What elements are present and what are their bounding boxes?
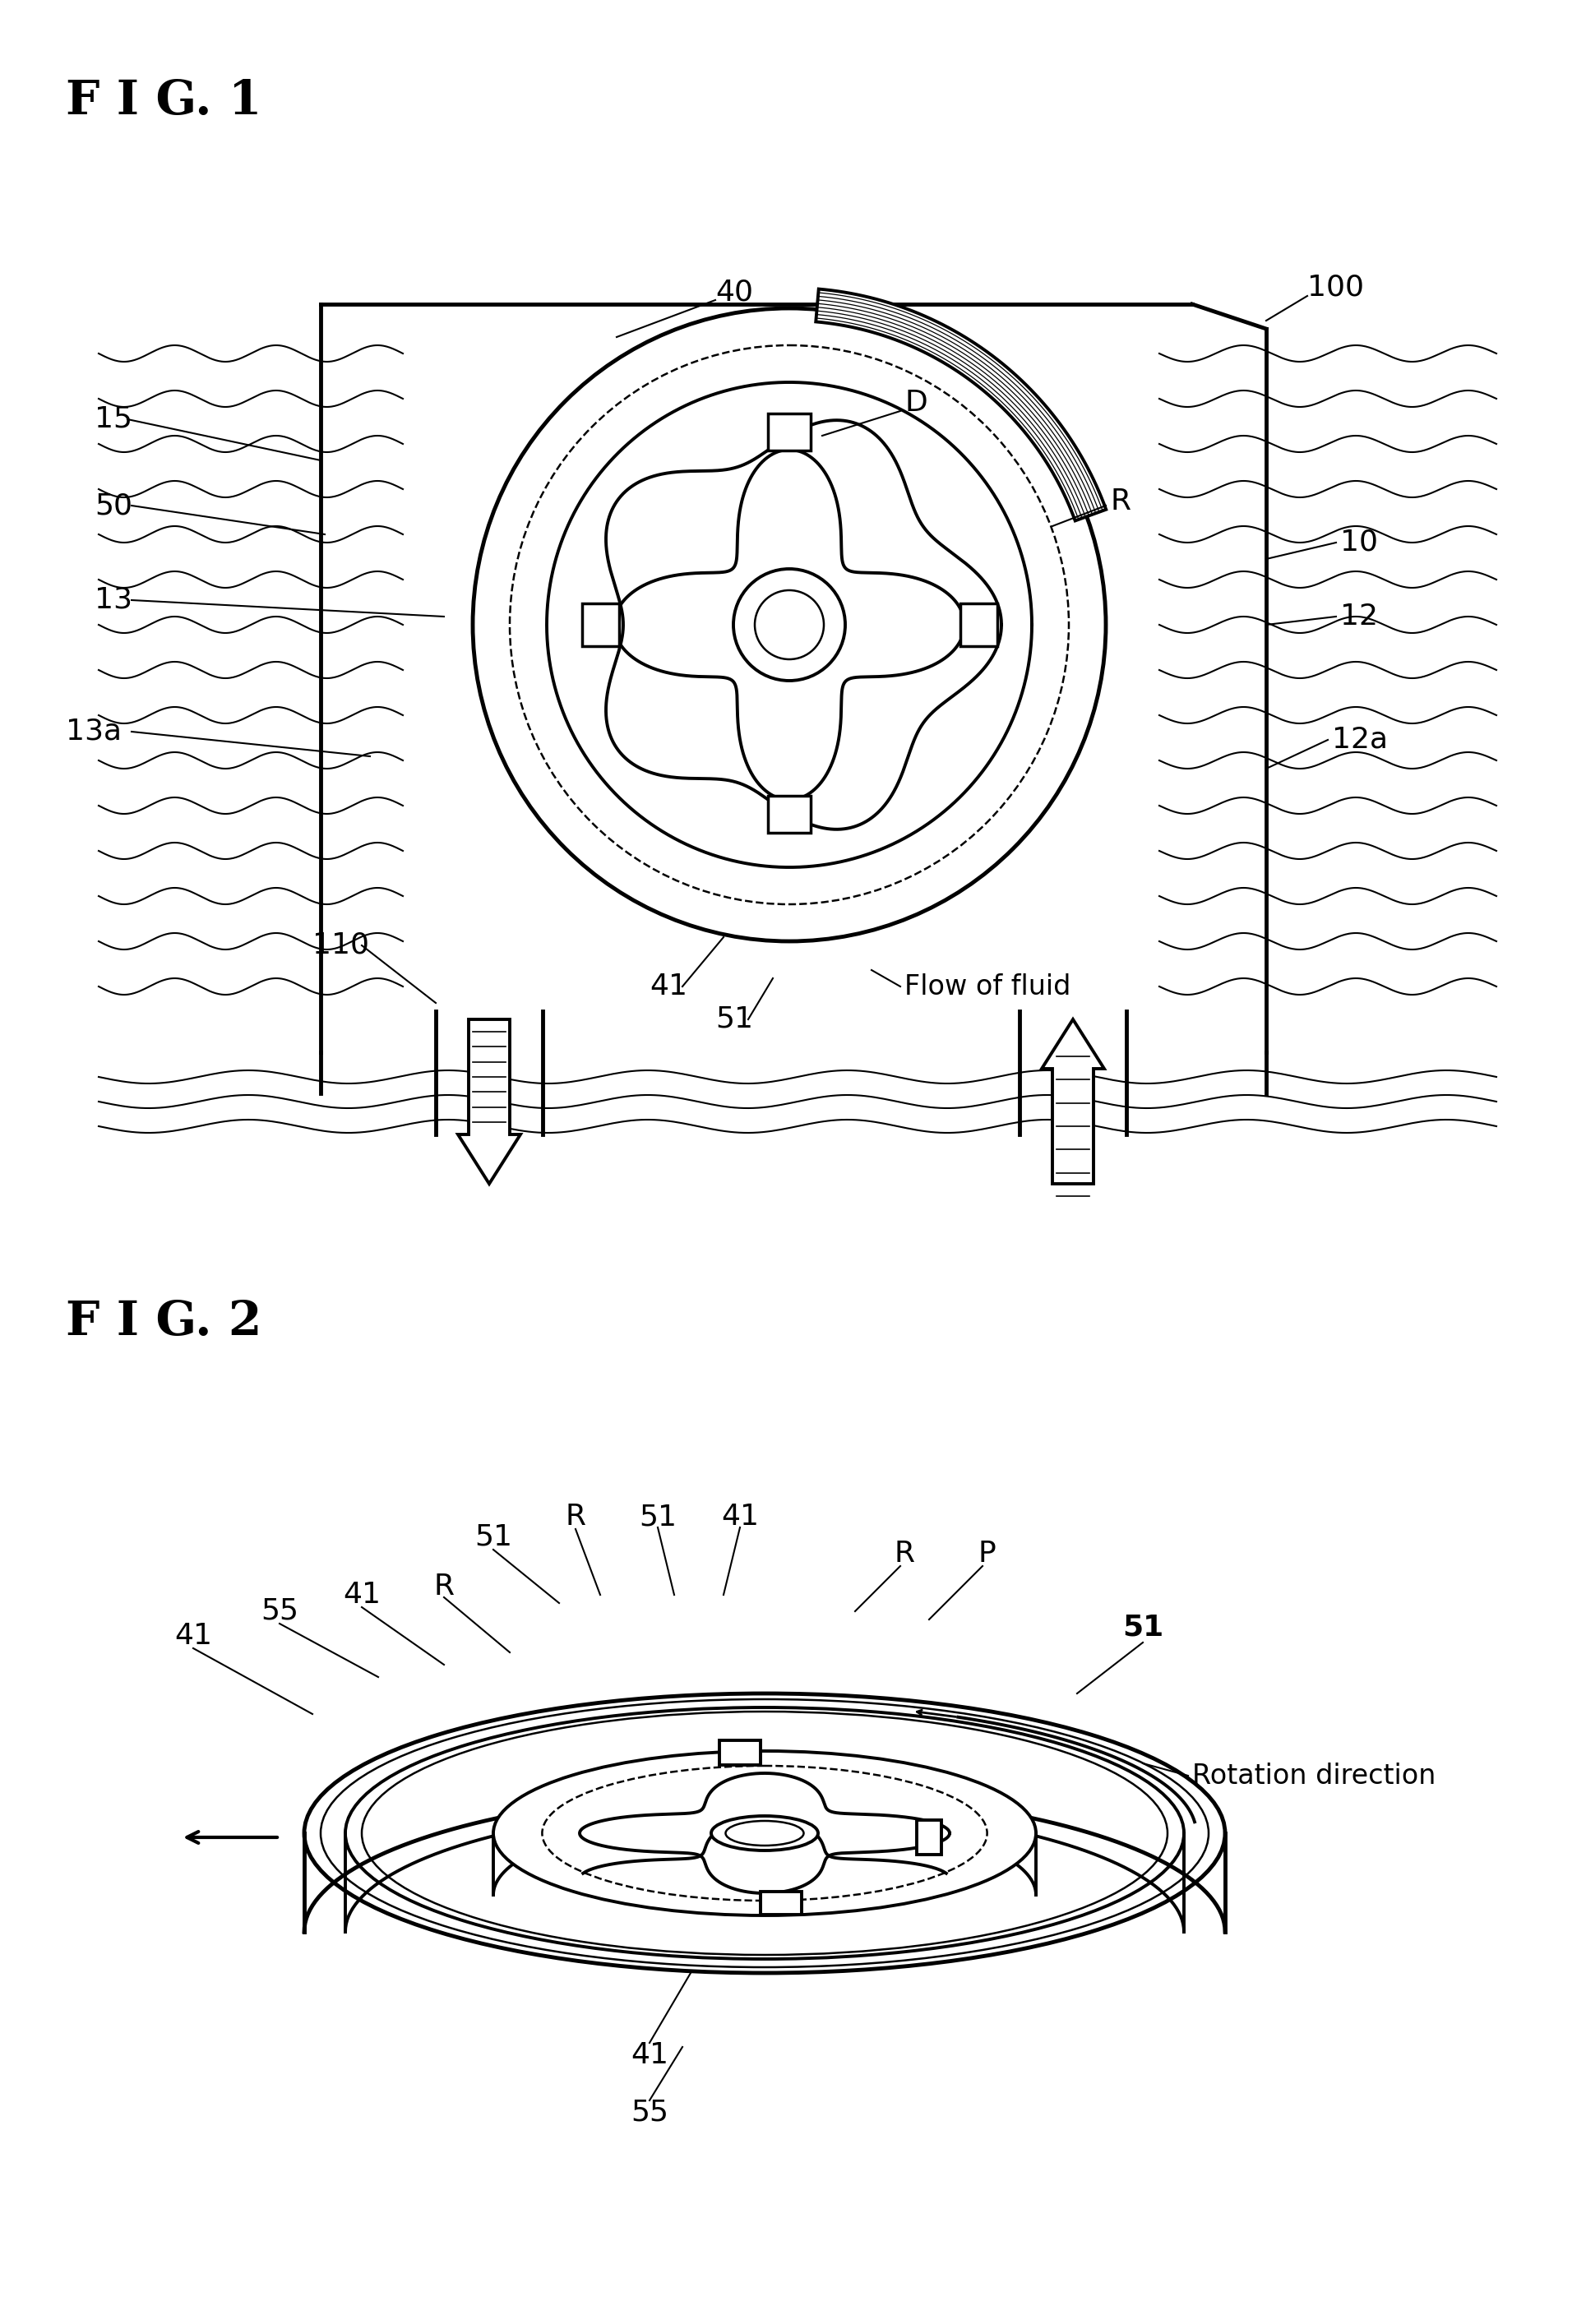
- Text: 13a: 13a: [65, 718, 122, 746]
- Bar: [720, 1741, 761, 1764]
- Text: 40: 40: [715, 279, 753, 307]
- Text: 41: 41: [650, 971, 687, 999]
- Text: 51: 51: [715, 1006, 753, 1034]
- Ellipse shape: [711, 1815, 818, 1850]
- Polygon shape: [1042, 1020, 1104, 1183]
- Text: D: D: [904, 388, 928, 416]
- Text: 12: 12: [1340, 602, 1378, 630]
- Text: Rotation direction: Rotation direction: [1193, 1762, 1435, 1789]
- Text: 12a: 12a: [1332, 725, 1388, 753]
- Text: 15: 15: [95, 404, 132, 432]
- Ellipse shape: [493, 1750, 1036, 1915]
- Text: 110: 110: [312, 932, 370, 960]
- Bar: [768, 795, 810, 832]
- Bar: [761, 1892, 801, 1915]
- Text: 41: 41: [722, 1504, 758, 1532]
- Circle shape: [473, 309, 1105, 941]
- Text: R: R: [565, 1504, 585, 1532]
- Text: 100: 100: [1307, 274, 1364, 302]
- Text: R: R: [1110, 488, 1131, 516]
- Polygon shape: [458, 1020, 520, 1183]
- Polygon shape: [815, 288, 1105, 521]
- Bar: [917, 1820, 942, 1855]
- Text: 10: 10: [1340, 528, 1378, 555]
- Text: 50: 50: [95, 493, 132, 521]
- Text: Flow of fluid: Flow of fluid: [904, 974, 1071, 999]
- Text: 13: 13: [95, 586, 132, 614]
- Text: F I G. 1: F I G. 1: [65, 79, 262, 123]
- Text: F I G. 2: F I G. 2: [65, 1299, 262, 1346]
- Text: R: R: [895, 1541, 915, 1569]
- Bar: [582, 604, 619, 646]
- Text: 41: 41: [174, 1622, 213, 1650]
- Text: 51: 51: [474, 1522, 512, 1550]
- Text: 51: 51: [1123, 1613, 1164, 1641]
- Text: 41: 41: [343, 1580, 381, 1608]
- Text: 51: 51: [639, 1504, 677, 1532]
- Bar: [768, 414, 810, 451]
- Bar: [960, 604, 998, 646]
- Text: 55: 55: [631, 2099, 668, 2126]
- Circle shape: [733, 569, 845, 681]
- Text: 55: 55: [260, 1597, 298, 1624]
- Text: 41: 41: [631, 2040, 668, 2068]
- Text: P: P: [977, 1541, 996, 1569]
- Text: R: R: [433, 1573, 454, 1601]
